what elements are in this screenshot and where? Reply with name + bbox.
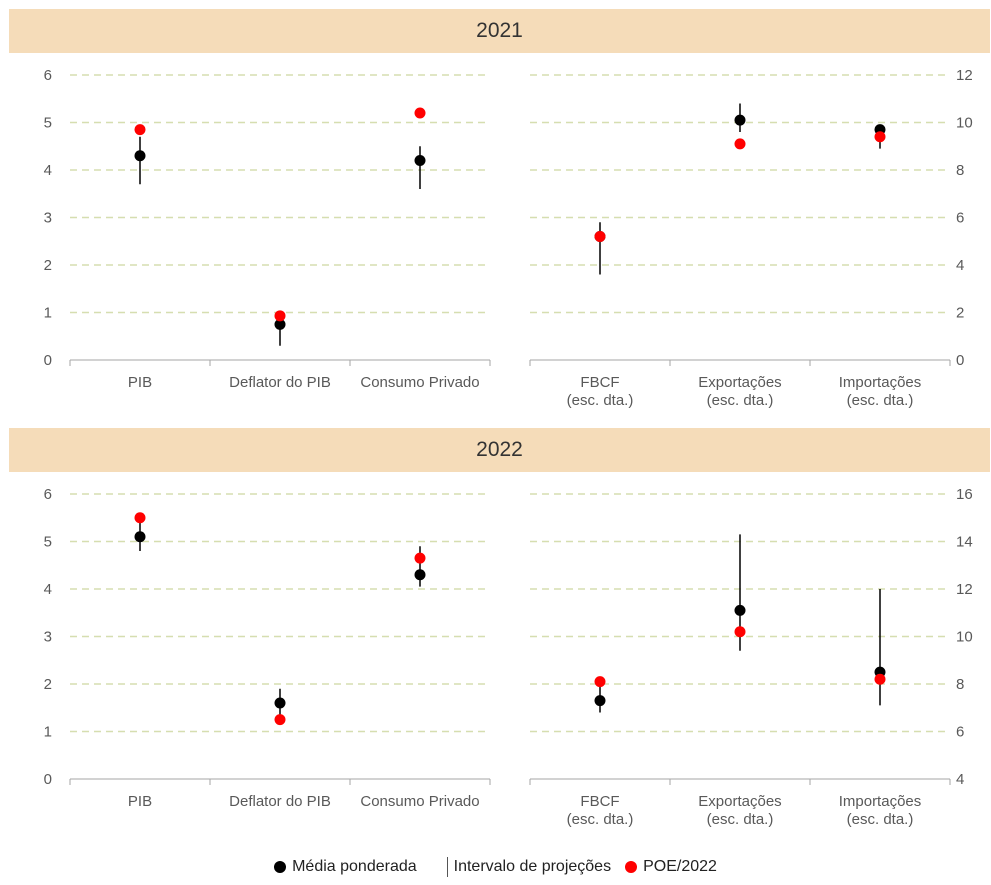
category-label: Exportações xyxy=(698,374,781,391)
year-banner-2022-label: 2022 xyxy=(476,438,523,461)
mean-point xyxy=(734,114,746,126)
mean-point xyxy=(414,155,426,166)
y-tick-label: 10 xyxy=(956,115,973,132)
red-dot-icon xyxy=(625,861,638,873)
legend-poe-label: POE/2022 xyxy=(643,858,717,875)
y-tick-label: 6 xyxy=(44,67,52,84)
year-banner-2022: 2022 xyxy=(9,428,990,472)
category-label: FBCF xyxy=(580,793,619,810)
category-label: (esc. dta.) xyxy=(707,392,774,409)
y-tick-label: 0 xyxy=(44,352,52,369)
mean-point xyxy=(134,531,146,543)
category-label: (esc. dta.) xyxy=(707,811,774,828)
y-tick-label: 4 xyxy=(44,162,52,179)
y-tick-label: 10 xyxy=(956,629,973,646)
poe-point xyxy=(734,138,746,150)
y-tick-label: 8 xyxy=(956,676,964,693)
y-tick-label: 12 xyxy=(956,581,973,598)
category-label: Deflator do PIB xyxy=(229,793,331,810)
legend-item-poe: POE/2022 xyxy=(625,858,717,876)
y-tick-label: 5 xyxy=(44,534,52,551)
y-tick-label: 6 xyxy=(956,210,964,227)
category-label: Importações xyxy=(839,793,922,810)
poe-point xyxy=(134,124,146,136)
poe-point xyxy=(594,676,606,688)
category-label: Consumo Privado xyxy=(360,793,479,810)
y-tick-label: 14 xyxy=(956,534,973,551)
category-label: Consumo Privado xyxy=(360,374,479,391)
legend-item-mean: Média ponderada xyxy=(274,858,417,876)
category-label: Deflator do PIB xyxy=(229,374,331,391)
y-tick-label: 6 xyxy=(44,486,52,503)
y-tick-label: 4 xyxy=(44,581,52,598)
category-label: Exportações xyxy=(698,793,781,810)
mean-point xyxy=(134,150,146,162)
poe-point xyxy=(594,231,606,242)
category-label: PIB xyxy=(128,793,152,810)
mean-point xyxy=(274,697,286,709)
vertical-line-icon xyxy=(446,857,448,877)
category-label: (esc. dta.) xyxy=(567,392,634,409)
y-tick-label: 6 xyxy=(956,724,964,741)
category-label: FBCF xyxy=(580,374,619,391)
y-tick-label: 5 xyxy=(44,115,52,132)
y-tick-label: 3 xyxy=(44,210,52,227)
category-label: Importações xyxy=(839,374,922,391)
legend: Média ponderada Intervalo de projeções P… xyxy=(0,852,991,882)
legend-range-label: Intervalo de projeções xyxy=(453,858,612,875)
mean-point xyxy=(594,695,606,707)
poe-point xyxy=(274,714,286,726)
year-banner-2021-label: 2021 xyxy=(476,19,523,42)
y-tick-label: 12 xyxy=(956,67,973,84)
poe-point xyxy=(414,552,426,564)
poe-point xyxy=(874,673,886,685)
legend-item-range: Intervalo de projeções xyxy=(431,857,611,877)
legend-mean-label: Média ponderada xyxy=(292,858,417,875)
poe-point xyxy=(874,131,886,143)
year-banner-2021: 2021 xyxy=(9,9,990,53)
y-tick-label: 4 xyxy=(956,771,964,788)
category-label: (esc. dta.) xyxy=(847,392,914,409)
y-tick-label: 3 xyxy=(44,629,52,646)
poe-point xyxy=(134,512,146,524)
y-tick-label: 2 xyxy=(44,257,52,274)
y-tick-label: 2 xyxy=(956,305,964,322)
category-label: (esc. dta.) xyxy=(567,811,634,828)
y-tick-label: 2 xyxy=(44,676,52,693)
category-label: (esc. dta.) xyxy=(847,811,914,828)
y-tick-label: 1 xyxy=(44,305,52,322)
poe-point xyxy=(414,107,426,119)
y-tick-label: 8 xyxy=(956,162,964,179)
black-dot-icon xyxy=(274,861,287,873)
poe-point xyxy=(274,310,286,322)
category-label: PIB xyxy=(128,374,152,391)
mean-point xyxy=(414,569,426,581)
y-tick-label: 0 xyxy=(44,771,52,788)
mean-point xyxy=(274,318,286,330)
mean-point xyxy=(734,604,746,616)
poe-point xyxy=(734,626,746,638)
y-tick-label: 16 xyxy=(956,486,973,503)
y-tick-label: 0 xyxy=(956,352,964,369)
y-tick-label: 4 xyxy=(956,257,964,274)
y-tick-label: 1 xyxy=(44,724,52,741)
